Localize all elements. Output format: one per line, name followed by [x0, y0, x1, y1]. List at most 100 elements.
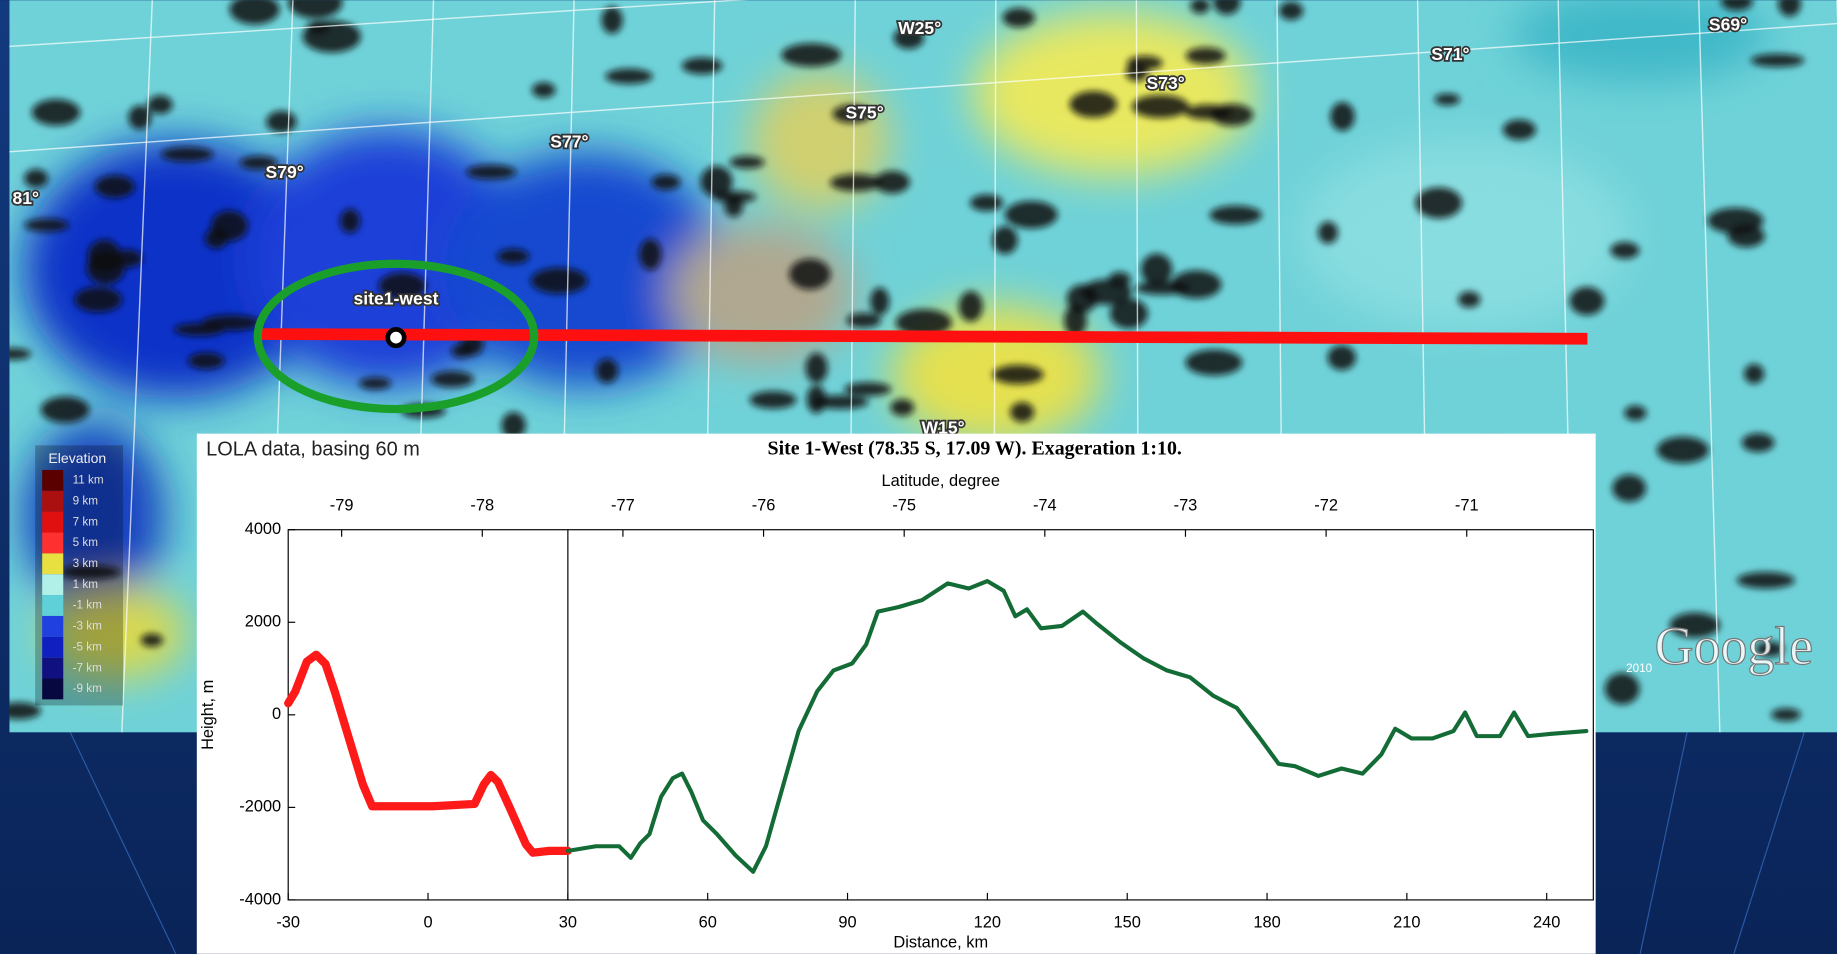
crater-shadow [128, 105, 152, 130]
terrain-patch [1300, 140, 1629, 329]
x-axis-title: Distance, km [893, 934, 988, 952]
site-label: site1-west [354, 289, 439, 309]
legend-label: -7 km [73, 661, 102, 674]
legend-swatch [42, 657, 64, 679]
crater-shadow [94, 175, 135, 199]
crater-shadow [870, 287, 890, 316]
y-axis-title: Height, m [199, 680, 217, 750]
x2-tick-label: -76 [752, 497, 776, 515]
map-grid-line [121, 0, 154, 733]
x-tick-label: 240 [1533, 914, 1560, 932]
legend-swatch [42, 574, 64, 596]
x-tick-label: 120 [974, 914, 1001, 932]
map-label: W25° [898, 18, 941, 38]
crater-shadow [874, 170, 910, 194]
crater-shadow [31, 99, 81, 126]
crater-shadow [596, 358, 619, 384]
legend-label: 7 km [73, 515, 98, 528]
map-credit: Google [1655, 616, 1814, 676]
crater-shadow [1755, 641, 1784, 657]
y-tick-label: 2000 [245, 613, 281, 631]
legend-label: 3 km [73, 557, 98, 570]
legend-swatch [42, 595, 64, 616]
data-line [284, 650, 572, 857]
terrain-patch [46, 585, 188, 680]
crater-shadow [530, 267, 588, 294]
crater-shadow [1743, 363, 1765, 384]
legend-swatch [42, 615, 64, 637]
crater-shadow [1004, 200, 1058, 229]
crater-shadow [1327, 345, 1356, 371]
crater-shadow [806, 385, 827, 414]
crater-shadow [210, 210, 248, 242]
crater-shadow [1434, 93, 1461, 106]
legend-swatch [42, 678, 64, 700]
crater-shadow [1109, 298, 1148, 329]
annotation: LOLA data, basing 60 m [206, 438, 420, 460]
legend-swatch [42, 469, 64, 491]
crater-shadow [140, 633, 163, 647]
crater-shadow [451, 343, 473, 359]
x-tick-label: 60 [699, 914, 717, 932]
crater-shadow [832, 104, 872, 124]
crater-shadow [40, 396, 90, 423]
crater-shadow [1184, 104, 1232, 120]
crater-shadow [1190, 0, 1210, 14]
crater-shadow [1318, 221, 1339, 244]
x2-tick-label: -74 [1033, 497, 1057, 515]
crater-shadow [844, 382, 892, 397]
terrain-patch [23, 140, 329, 399]
legend-label: 11 km [73, 474, 104, 487]
x2-axis-title: Latitude, degree [882, 472, 1000, 490]
crater-shadow [466, 164, 517, 180]
crater-shadow [1707, 207, 1764, 234]
map: site1-west W25° S73° S71° S69° S75° S77°… [9, 0, 1837, 733]
y-tick-label: 0 [272, 705, 281, 723]
crater-shadow [1278, 1, 1304, 21]
map-label: S75° [845, 102, 883, 122]
crater-shadow [969, 194, 1004, 212]
x2-tick-label: -79 [330, 497, 354, 515]
elevation-legend: Elevation 11 km 9 km 7 km 5 km 3 km 1 km -1 km… [35, 445, 124, 706]
crater-shadow [749, 391, 797, 409]
profile-track [260, 328, 1588, 345]
legend-label: 1 km [73, 578, 98, 591]
crater-shadow [681, 57, 723, 75]
x2-tick-label: -78 [470, 497, 494, 515]
x2-tick-label: -73 [1174, 497, 1198, 515]
crater-shadow [1069, 90, 1118, 118]
map-grid-line [9, 22, 1837, 153]
crater-shadow [1569, 286, 1605, 316]
crater-shadow [24, 169, 49, 188]
terrain-patch [972, 11, 1254, 176]
crater-shadow [1771, 708, 1801, 722]
y-tick-label: -4000 [239, 890, 281, 908]
crater-shadow [893, 26, 925, 49]
x2-tick-label: -75 [892, 497, 916, 515]
chart-title: Site 1-West (78.35 S, 17.09 W). Exagerat… [768, 438, 1182, 460]
crater-shadow [712, 191, 757, 203]
crater-shadow [59, 565, 121, 580]
x2-tick-label: -72 [1314, 497, 1338, 515]
crater-shadow [1209, 205, 1262, 225]
legend-title: Elevation [48, 450, 106, 466]
crater-shadow [729, 156, 765, 169]
crater-shadow [958, 291, 983, 322]
crater-shadow [639, 238, 662, 271]
crater-shadow [266, 110, 297, 133]
map-label: W15° [922, 418, 965, 438]
x-tick-label: 90 [838, 914, 856, 932]
crater-shadow [1458, 291, 1481, 308]
crater-shadow [830, 174, 882, 192]
x2-tick-label: -71 [1455, 497, 1479, 515]
crater-shadow [1108, 271, 1131, 287]
legend-label: 5 km [73, 536, 98, 549]
legend-label: 9 km [73, 494, 98, 507]
crater-shadow [1720, 0, 1753, 11]
crater-shadow [700, 165, 733, 198]
crater-shadow [1010, 402, 1035, 423]
crater-shadow [992, 226, 1018, 255]
terrain-patch [667, 222, 856, 364]
y-tick-label: 4000 [245, 520, 281, 538]
